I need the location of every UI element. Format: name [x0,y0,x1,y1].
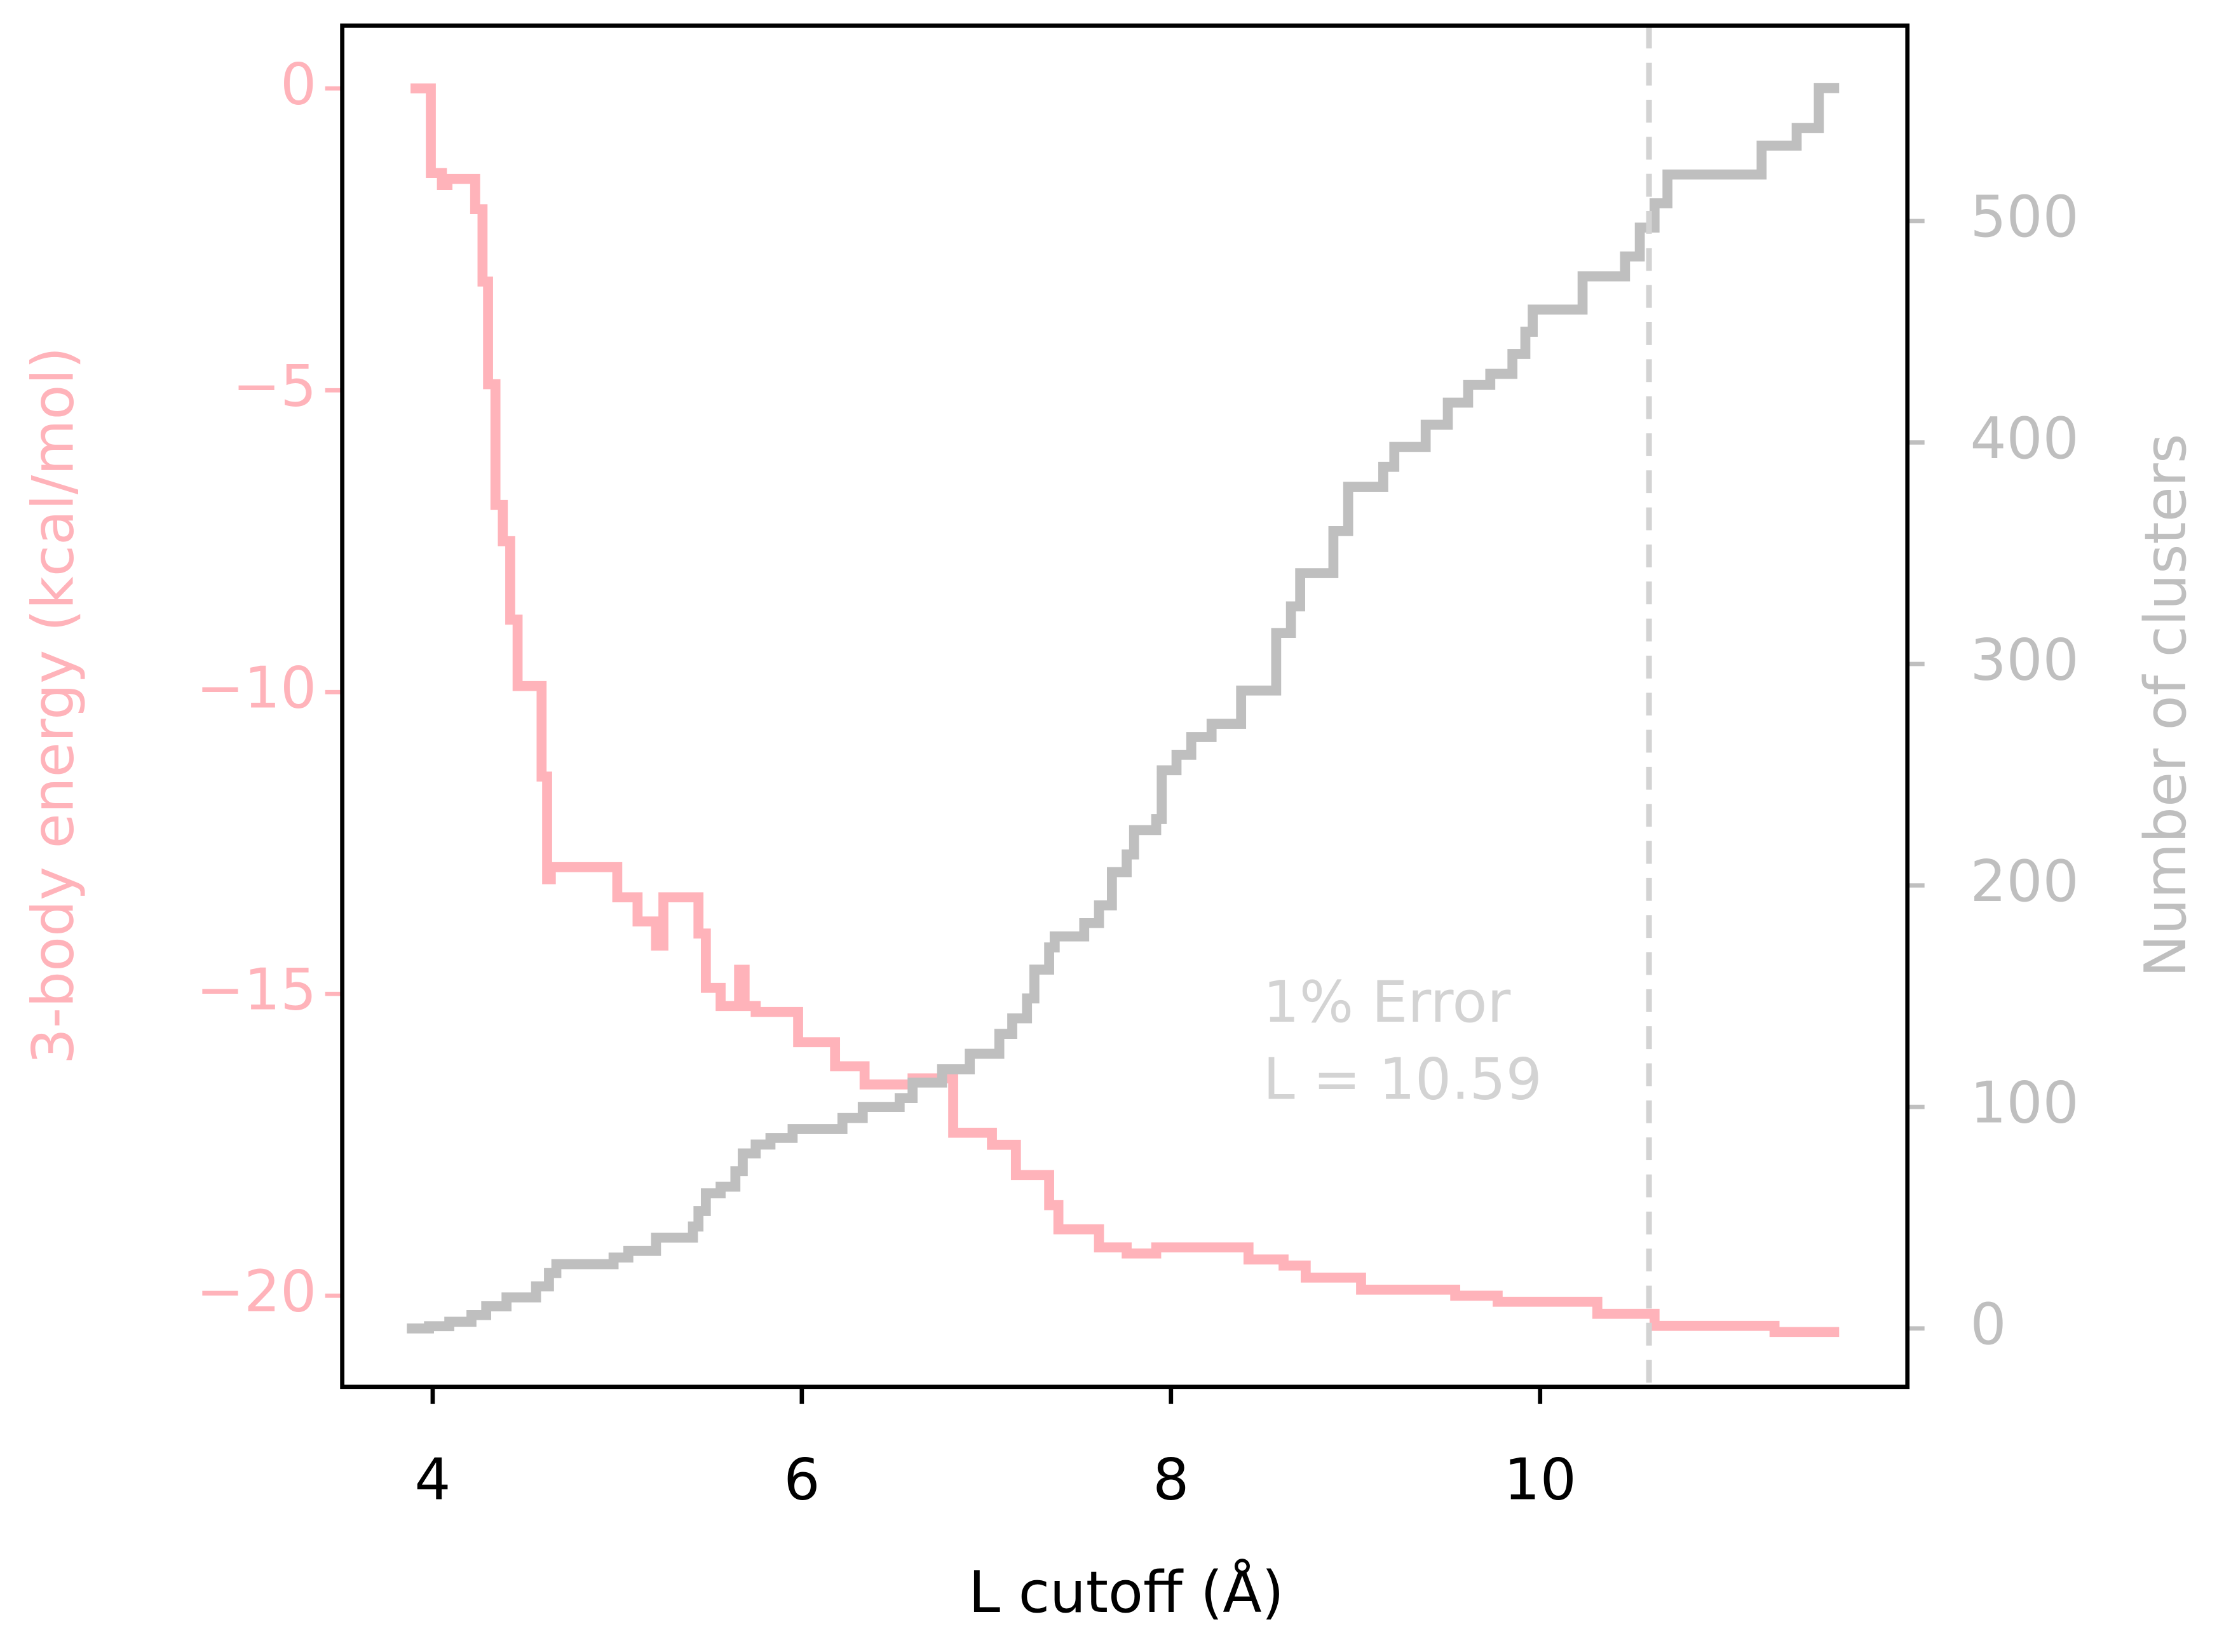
y2-tick-label: 100 [1970,1071,2078,1137]
x-tick-label: 8 [1153,1447,1189,1513]
y-tick-label: −15 [196,958,316,1024]
x-tick-label: 4 [414,1447,451,1513]
y-tick-label: −5 [233,354,316,420]
y2-tick-label: 400 [1970,406,2078,472]
x-tick-label: 6 [783,1447,820,1513]
y2-axis-label: Number of clusters [2133,434,2199,978]
annotation: L = 10.59 [1263,1046,1542,1113]
x-axis-label: L cutoff (Å) [968,1559,1284,1626]
x-tick-label: 10 [1504,1447,1576,1513]
y-tick-label: −20 [196,1259,316,1325]
y2-tick-label: 200 [1970,849,2078,915]
annotation: 1% Error [1263,970,1511,1036]
series-line [410,83,1840,1337]
series-line [407,83,1840,1334]
y-tick-label: 0 [280,52,316,118]
y2-tick-label: 500 [1970,184,2078,250]
y-tick-label: −10 [196,656,316,722]
plot-frame [340,24,1910,1390]
y-axis-label: 3-body energy (kcal/mol) [20,347,86,1065]
y2-tick-label: 300 [1970,627,2078,693]
y2-tick-label: 0 [1970,1292,2006,1358]
